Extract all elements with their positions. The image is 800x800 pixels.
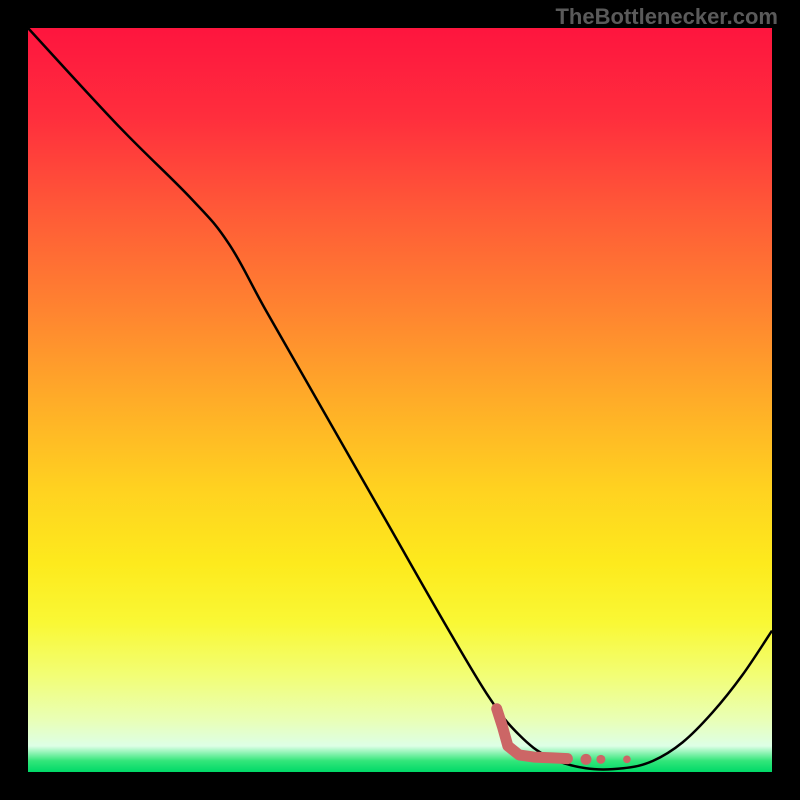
highlight-dot xyxy=(581,754,592,765)
plot-svg xyxy=(28,28,772,772)
highlight-dot xyxy=(596,755,605,764)
plot-background xyxy=(28,28,772,772)
highlight-dot xyxy=(623,756,631,764)
plot-area xyxy=(28,28,772,772)
chart-container: TheBottlenecker.com xyxy=(0,0,800,800)
attribution-label: TheBottlenecker.com xyxy=(555,4,778,30)
